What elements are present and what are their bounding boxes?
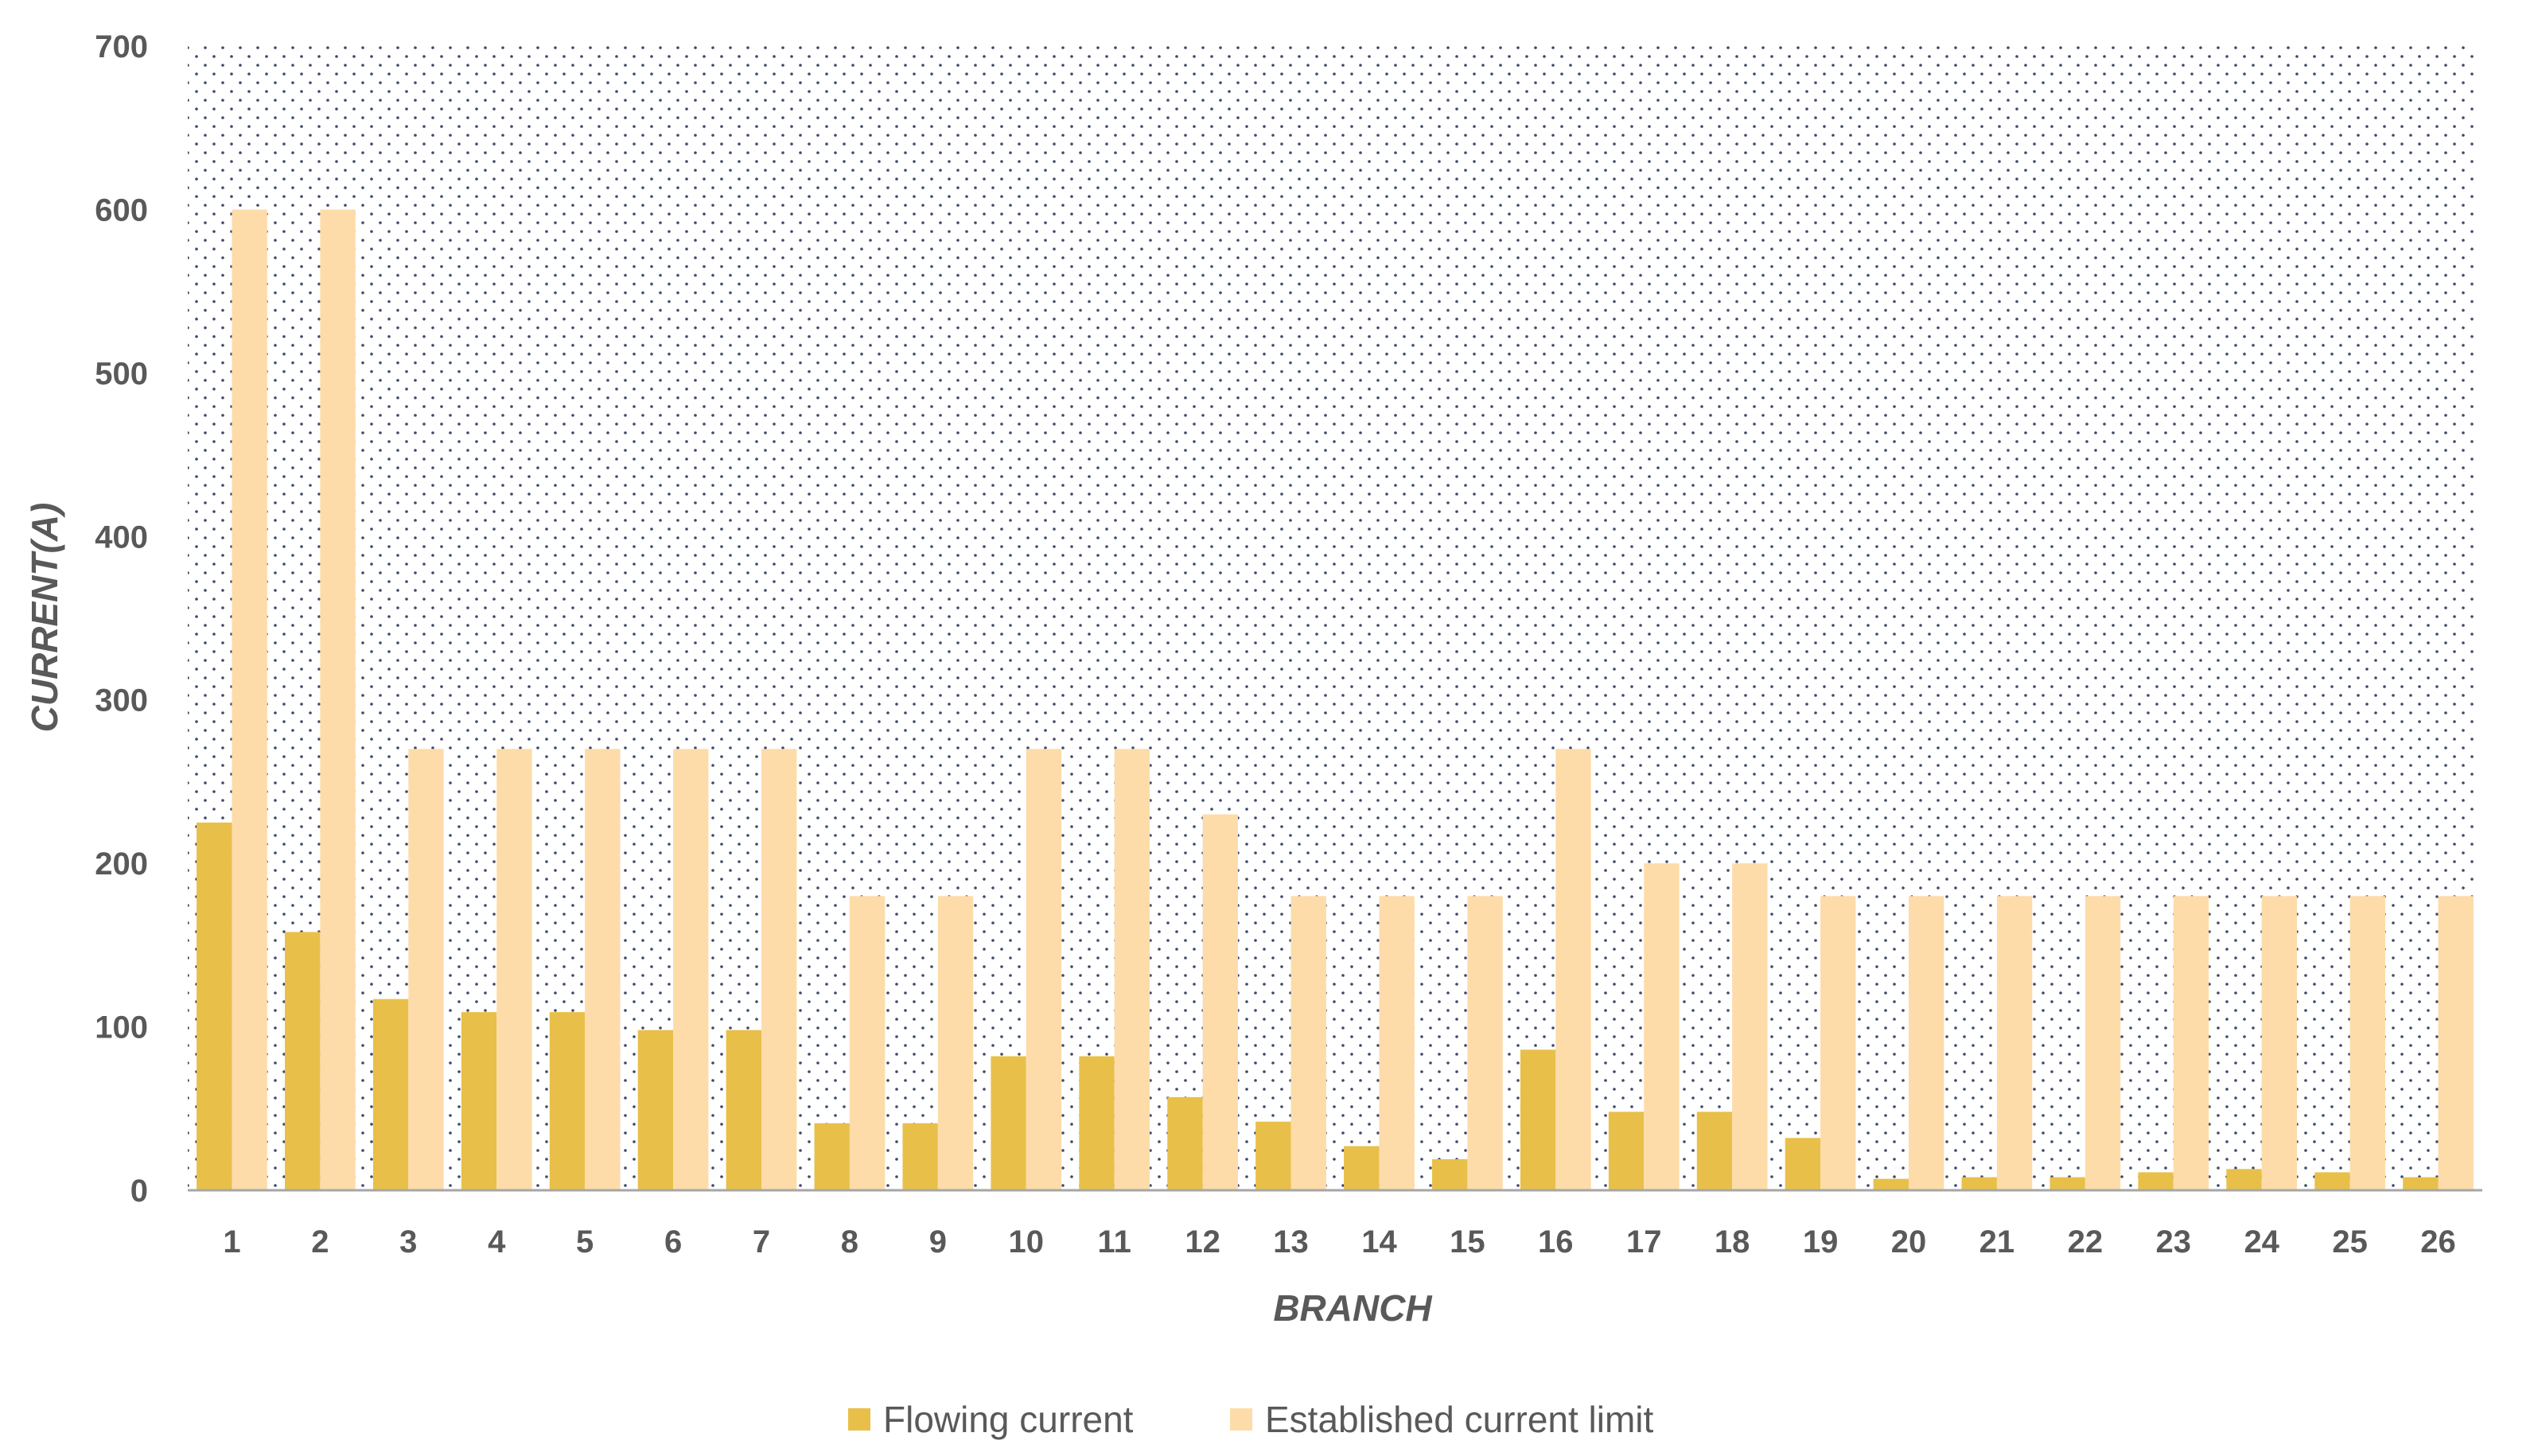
x-tick-label: 26 xyxy=(2420,1224,2456,1259)
legend: Flowing current Established current limi… xyxy=(848,1399,1654,1440)
bar-flowing-current xyxy=(1961,1177,1997,1190)
bar-flowing-current xyxy=(461,1012,497,1190)
bar-established-current-limit xyxy=(2261,896,2298,1190)
bar-flowing-current xyxy=(1785,1138,1821,1190)
bar-established-current-limit xyxy=(937,896,974,1190)
bar-flowing-current xyxy=(2226,1169,2262,1190)
bar-established-current-limit xyxy=(1996,896,2033,1190)
bar-established-current-limit xyxy=(1909,896,1944,1190)
bar-flowing-current xyxy=(372,999,409,1190)
y-tick-label: 500 xyxy=(95,356,148,391)
x-tick-label: 15 xyxy=(1450,1224,1485,1259)
x-tick-label: 6 xyxy=(664,1224,682,1259)
y-tick-label: 200 xyxy=(95,847,148,882)
bar-flowing-current xyxy=(1520,1049,1556,1190)
bar-flowing-current xyxy=(549,1012,586,1190)
x-tick-label: 13 xyxy=(1273,1224,1309,1259)
legend-label-flowing-current: Flowing current xyxy=(883,1399,1134,1440)
y-tick-label: 700 xyxy=(95,29,148,64)
x-tick-label: 22 xyxy=(2068,1224,2104,1259)
bar-established-current-limit xyxy=(2173,896,2209,1190)
x-tick-label: 16 xyxy=(1538,1224,1574,1259)
y-axis-ticks: 0 100 200 300 400 500 600 700 xyxy=(95,29,148,1209)
bar-established-current-limit xyxy=(761,749,797,1190)
bar-flowing-current xyxy=(637,1030,674,1190)
bar-flowing-current xyxy=(726,1030,761,1190)
bar-flowing-current xyxy=(1432,1158,1468,1190)
bar-established-current-limit xyxy=(673,749,709,1190)
bar-established-current-limit xyxy=(1202,814,1238,1190)
x-tick-label: 21 xyxy=(1979,1224,2015,1259)
bar-established-current-limit xyxy=(2085,896,2121,1190)
x-tick-label: 1 xyxy=(223,1224,240,1259)
bar-established-current-limit xyxy=(408,749,444,1190)
bar-established-current-limit xyxy=(1732,863,1768,1190)
x-tick-label: 2 xyxy=(311,1224,329,1259)
bar-flowing-current xyxy=(2138,1172,2174,1190)
bar-established-current-limit xyxy=(1644,863,1680,1190)
bar-flowing-current xyxy=(1079,1056,1115,1190)
bar-flowing-current xyxy=(197,822,232,1190)
y-tick-label: 600 xyxy=(95,193,148,228)
x-tick-label: 24 xyxy=(2244,1224,2279,1259)
x-tick-label: 23 xyxy=(2156,1224,2192,1259)
bar-flowing-current xyxy=(1344,1146,1380,1190)
x-tick-label: 10 xyxy=(1009,1224,1045,1259)
bar-established-current-limit xyxy=(1290,896,1326,1190)
bar-flowing-current xyxy=(902,1123,938,1190)
bar-established-current-limit xyxy=(496,749,532,1190)
bar-flowing-current xyxy=(814,1123,850,1190)
bar-established-current-limit xyxy=(1467,896,1503,1190)
bar-flowing-current xyxy=(2314,1172,2350,1190)
x-tick-label: 18 xyxy=(1715,1224,1750,1259)
x-tick-label: 3 xyxy=(399,1224,417,1259)
bar-established-current-limit xyxy=(232,209,267,1191)
bar-established-current-limit xyxy=(1379,896,1415,1190)
bar-flowing-current xyxy=(285,932,321,1190)
bar-established-current-limit xyxy=(1114,749,1150,1190)
bar-flowing-current xyxy=(1255,1121,1291,1190)
bar-flowing-current xyxy=(1167,1096,1203,1190)
bar-established-current-limit xyxy=(2438,896,2474,1190)
x-tick-label: 20 xyxy=(1891,1224,1927,1259)
bar-flowing-current xyxy=(2403,1177,2439,1190)
y-axis-title: CURRENT(A) xyxy=(24,503,65,733)
legend-swatch-flowing-current xyxy=(848,1408,870,1431)
x-axis-title: BRANCH xyxy=(1273,1287,1432,1329)
x-tick-label: 4 xyxy=(488,1224,506,1259)
x-tick-label: 12 xyxy=(1185,1224,1220,1259)
x-tick-label: 17 xyxy=(1626,1224,1662,1259)
x-tick-label: 11 xyxy=(1098,1224,1131,1259)
bar-established-current-limit xyxy=(320,209,356,1191)
bar-flowing-current xyxy=(2049,1177,2085,1190)
x-tick-label: 25 xyxy=(2332,1224,2368,1259)
legend-label-established-current-limit: Established current limit xyxy=(1265,1399,1654,1440)
x-tick-label: 9 xyxy=(929,1224,947,1259)
bar-established-current-limit xyxy=(585,749,621,1190)
bar-flowing-current xyxy=(991,1056,1026,1190)
bar-flowing-current xyxy=(1608,1111,1645,1190)
y-tick-label: 300 xyxy=(95,683,148,718)
x-tick-label: 7 xyxy=(753,1224,770,1259)
bar-established-current-limit xyxy=(1820,896,1856,1190)
bars xyxy=(197,209,2474,1191)
x-tick-label: 14 xyxy=(1361,1224,1397,1259)
y-tick-label: 0 xyxy=(130,1174,148,1209)
bar-established-current-limit xyxy=(1026,749,1062,1190)
bar-established-current-limit xyxy=(849,896,886,1190)
bar-established-current-limit xyxy=(2349,896,2385,1190)
x-tick-label: 5 xyxy=(576,1224,594,1259)
bar-established-current-limit xyxy=(1555,749,1591,1190)
legend-swatch-established-current-limit xyxy=(1230,1408,1252,1431)
x-tick-label: 19 xyxy=(1803,1224,1839,1259)
y-tick-label: 100 xyxy=(95,1010,148,1045)
bar-flowing-current xyxy=(1696,1111,1733,1190)
bar-flowing-current xyxy=(1873,1178,1909,1190)
y-tick-label: 400 xyxy=(95,520,148,555)
x-axis-ticks: 1 2 3 4 5 6 7 8 9 10 11 12 13 14 15 16 17 18 19 20 21 22 23 24 2… xyxy=(223,1224,2455,1259)
x-tick-label: 8 xyxy=(841,1224,858,1259)
